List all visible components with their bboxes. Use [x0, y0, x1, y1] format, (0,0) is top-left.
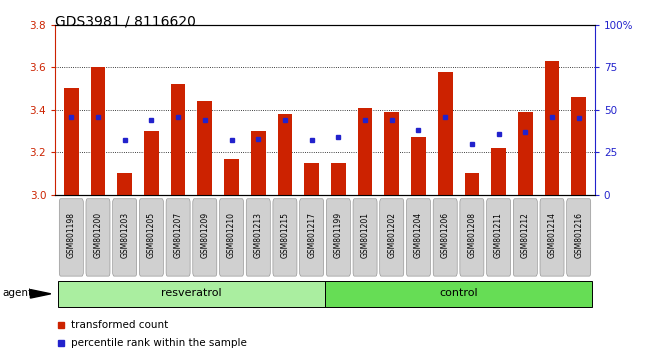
- FancyBboxPatch shape: [567, 199, 591, 276]
- Text: agent: agent: [2, 288, 32, 298]
- Text: GSM801212: GSM801212: [521, 212, 530, 258]
- Bar: [545, 61, 560, 195]
- Bar: [518, 112, 532, 195]
- FancyBboxPatch shape: [380, 199, 404, 276]
- Bar: [358, 108, 372, 195]
- Text: GSM801214: GSM801214: [547, 212, 556, 258]
- Bar: [251, 131, 266, 195]
- Text: GSM801211: GSM801211: [494, 212, 503, 258]
- Bar: [144, 131, 159, 195]
- Text: percentile rank within the sample: percentile rank within the sample: [72, 338, 247, 348]
- FancyBboxPatch shape: [246, 199, 270, 276]
- Text: GSM801207: GSM801207: [174, 212, 183, 258]
- Bar: [465, 173, 479, 195]
- FancyBboxPatch shape: [353, 199, 377, 276]
- Bar: [64, 88, 79, 195]
- Text: GSM801209: GSM801209: [200, 212, 209, 258]
- FancyBboxPatch shape: [433, 199, 457, 276]
- FancyBboxPatch shape: [220, 199, 244, 276]
- FancyBboxPatch shape: [139, 199, 163, 276]
- Bar: [198, 101, 212, 195]
- Bar: [491, 148, 506, 195]
- Text: GSM801202: GSM801202: [387, 212, 396, 258]
- Bar: [571, 97, 586, 195]
- Bar: [384, 112, 399, 195]
- Bar: [171, 84, 185, 195]
- Bar: [118, 173, 132, 195]
- Bar: [278, 114, 292, 195]
- FancyBboxPatch shape: [540, 199, 564, 276]
- Text: transformed count: transformed count: [72, 320, 169, 330]
- FancyBboxPatch shape: [326, 199, 350, 276]
- Bar: [438, 72, 452, 195]
- Text: GSM801204: GSM801204: [414, 212, 423, 258]
- FancyBboxPatch shape: [59, 199, 83, 276]
- FancyBboxPatch shape: [273, 199, 297, 276]
- Text: GSM801201: GSM801201: [361, 212, 370, 258]
- Text: GSM801205: GSM801205: [147, 212, 156, 258]
- Text: GSM801198: GSM801198: [67, 212, 76, 258]
- Text: GDS3981 / 8116620: GDS3981 / 8116620: [55, 14, 196, 28]
- Text: GSM801208: GSM801208: [467, 212, 476, 258]
- Text: GSM801199: GSM801199: [334, 212, 343, 258]
- FancyBboxPatch shape: [406, 199, 430, 276]
- FancyBboxPatch shape: [460, 199, 484, 276]
- Text: GSM801217: GSM801217: [307, 212, 316, 258]
- Bar: [304, 163, 319, 195]
- Text: resveratrol: resveratrol: [161, 288, 222, 298]
- FancyBboxPatch shape: [514, 199, 538, 276]
- Text: GSM801203: GSM801203: [120, 212, 129, 258]
- Bar: [411, 137, 426, 195]
- Bar: [90, 67, 105, 195]
- FancyBboxPatch shape: [193, 199, 217, 276]
- FancyBboxPatch shape: [487, 199, 511, 276]
- Text: GSM801213: GSM801213: [254, 212, 263, 258]
- Bar: [331, 163, 346, 195]
- FancyBboxPatch shape: [112, 199, 136, 276]
- Bar: [224, 159, 239, 195]
- Text: GSM801206: GSM801206: [441, 212, 450, 258]
- Polygon shape: [31, 290, 51, 298]
- Text: GSM801210: GSM801210: [227, 212, 236, 258]
- FancyBboxPatch shape: [166, 199, 190, 276]
- Text: control: control: [439, 288, 478, 298]
- FancyBboxPatch shape: [86, 199, 110, 276]
- FancyBboxPatch shape: [58, 281, 325, 307]
- Text: GSM801200: GSM801200: [94, 212, 103, 258]
- FancyBboxPatch shape: [325, 281, 592, 307]
- Text: GSM801215: GSM801215: [280, 212, 289, 258]
- Text: GSM801216: GSM801216: [574, 212, 583, 258]
- FancyBboxPatch shape: [300, 199, 324, 276]
